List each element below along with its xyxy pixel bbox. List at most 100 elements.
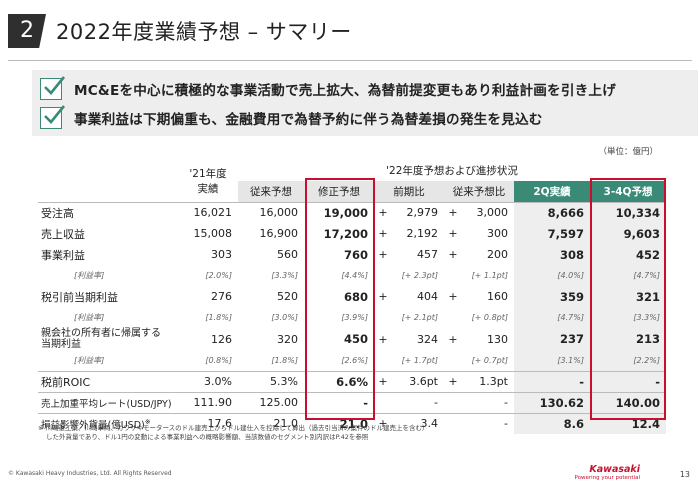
title-divider [8, 60, 692, 61]
page-number: 13 [679, 470, 690, 479]
q2-actual-value: 237 [514, 328, 590, 350]
vs-prev-value: - [462, 412, 514, 434]
fy21-value: 111.90 [178, 391, 238, 413]
summary-bullet-1: MC&Eを中心に積極的な事業活動で売上拡大、為替前提変更もあり利益計画を引き上げ [40, 76, 617, 101]
header-revised: 修正予想 [304, 181, 374, 202]
revised-forecast-value: 6.6% [304, 370, 374, 392]
row-label: 税引前当期利益 [41, 290, 118, 304]
checkbox-checked-icon [40, 76, 66, 100]
yoy-sign: + [374, 201, 392, 223]
vs-prev-value: 160 [487, 290, 508, 303]
yoy-value: 2,192 [406, 227, 439, 240]
ratio-yoy: [+ 1.7pt] [401, 355, 438, 365]
fy21-value: 303 [211, 248, 232, 261]
prev-forecast-value: 16,000 [238, 201, 304, 223]
header-vs-prev: 従来予想比 [444, 181, 514, 202]
ratio-q2: [4.7%] [514, 307, 590, 328]
footnote: ※ 川崎重工業、川崎車両、カワサキモータースのドル建売上からドル建仕入を控除して… [38, 424, 429, 442]
revised-forecast-value: 760 [343, 247, 368, 262]
q34-forecast-value: 9,603 [590, 223, 666, 244]
page-title: 2022年度業績予想 – サマリー [56, 20, 352, 44]
q2-actual-value: 308 [514, 244, 590, 265]
summary-bullet-text: 事業利益は下期偏重も、金融費用で為替予約に伴う為替差損の発生を見込む [74, 112, 543, 128]
q34-forecast-value: - [590, 370, 666, 392]
q2-actual-value: - [514, 370, 590, 392]
prev-forecast-value: 21.0 [238, 412, 304, 434]
q2-actual-value: 130.62 [514, 391, 590, 413]
fy21-value: 16,021 [178, 201, 238, 223]
ratio-q2: [4.0%] [514, 265, 590, 286]
header-yoy: 前期比 [374, 181, 444, 202]
ratio-label: [利益率] [74, 313, 105, 322]
vs-prev-sign [444, 391, 462, 413]
footnote-line-1: ※ 川崎重工業、川崎車両、カワサキモータースのドル建売上からドル建仕入を控除して… [38, 424, 429, 432]
fy21-value: 276 [211, 290, 232, 303]
q34-forecast-value: 12.4 [590, 412, 666, 434]
vs-prev-sign [444, 412, 462, 434]
ratio-yoy: [+ 2.3pt] [401, 271, 438, 280]
copyright-text: © Kawasaki Heavy Industries, Ltd. All Ri… [8, 470, 172, 477]
row-label-line2: 当期利益 [41, 339, 81, 350]
vs-prev-value: 1.3pt [462, 370, 514, 392]
ratio-q34: [4.7%] [590, 265, 666, 286]
yoy-value: 457 [417, 248, 438, 261]
prev-forecast-value: 560 [277, 248, 298, 261]
logo-tagline: Powering your potential [574, 475, 640, 481]
ratio-q2: [3.1%] [514, 350, 590, 371]
ratio-fy21: [2.0%] [205, 271, 232, 280]
ratio-q34: [3.3%] [590, 307, 666, 328]
row-label: 損益影響外貨量(億USD)※ [38, 412, 178, 434]
q2-actual-value: 8.6 [514, 412, 590, 434]
ratio-fy21: [0.8%] [205, 355, 232, 365]
table-row: 税前ROIC 3.0% 5.3% 6.6% +3.6pt +1.3pt - - [38, 370, 666, 392]
yoy-sign: + [378, 290, 388, 303]
q2-actual-value: 8,666 [514, 201, 590, 223]
summary-bullet-text: MC&Eを中心に積極的な事業活動で売上拡大、為替前提変更もあり利益計画を引き上げ [74, 83, 617, 99]
q34-forecast-value: 213 [590, 328, 666, 350]
yoy-value: 404 [417, 290, 438, 303]
yoy-value: 3.6pt [392, 370, 444, 392]
revised-forecast-value: 17,200 [323, 226, 368, 241]
yoy-sign: + [378, 332, 388, 346]
row-label-text: 損益影響外貨量(億USD) [41, 419, 145, 431]
footnote-marker: ※ [144, 417, 151, 426]
fy21-value: 15,008 [193, 227, 233, 240]
prev-forecast-value: 5.3% [238, 370, 304, 392]
header-fy21: '21年度 実績 [178, 160, 238, 202]
fy21-value: 126 [211, 332, 232, 346]
ratio-row: [利益率] [1.8%] [3.0%] [3.9%] [+ 2.1pt] [+ 0.8pt… [38, 307, 666, 328]
revised-forecast-value: 680 [343, 289, 368, 304]
kawasaki-logo: Kawasaki Powering your potential [575, 464, 640, 481]
prev-forecast-value: 320 [277, 332, 298, 346]
row-label: 親会社の所有者に帰属する 当期利益 [38, 328, 178, 350]
yoy-sign: + [374, 412, 392, 434]
forecast-table: '21年度 実績 '22年度予想および進捗状況 従来予想 修正予想 前期比 従来予想比 2Q実… [38, 160, 666, 434]
prev-forecast-value: 16,900 [259, 227, 299, 240]
vs-prev-value: 3,000 [462, 201, 514, 223]
checkbox-checked-icon [40, 105, 66, 129]
table-header-row: '21年度 実績 '22年度予想および進捗状況 [38, 160, 666, 202]
prev-forecast-value: 520 [277, 290, 298, 303]
ratio-fy21: [1.8%] [205, 313, 232, 322]
revised-forecast-value: 450 [343, 332, 368, 346]
prev-forecast-value: 125.00 [238, 391, 304, 413]
footer: © Kawasaki Heavy Industries, Ltd. All Ri… [0, 462, 700, 485]
title-bar: 2 2022年度業績予想 – サマリー [0, 8, 700, 52]
revised-forecast-value: - [304, 391, 374, 413]
row-label: 税前ROIC [38, 370, 178, 392]
section-number: 2 [8, 14, 46, 48]
revised-forecast-value: 19,000 [304, 201, 374, 223]
ratio-q34: [2.2%] [590, 350, 666, 371]
table-row: 親会社の所有者に帰属する 当期利益 126 320 450 +324 +130 237 213 [38, 328, 666, 350]
header-2q: 2Q実績 [514, 181, 590, 202]
row-label-line1: 親会社の所有者に帰属する [41, 328, 161, 339]
vs-prev-sign: + [444, 370, 462, 392]
fy21-value: 17.6 [178, 412, 238, 434]
table-row: 受注高 16,021 16,000 19,000 +2,979 +3,000 8,666 10… [38, 201, 666, 223]
vs-prev-sign: + [448, 332, 458, 346]
ratio-revised: [3.9%] [341, 313, 368, 322]
ratio-yoy: [+ 2.1pt] [401, 313, 438, 322]
vs-prev-sign: + [448, 290, 458, 303]
yoy-sign: + [374, 370, 392, 392]
summary-box: MC&Eを中心に積極的な事業活動で売上拡大、為替前提変更もあり利益計画を引き上げ… [32, 70, 698, 136]
